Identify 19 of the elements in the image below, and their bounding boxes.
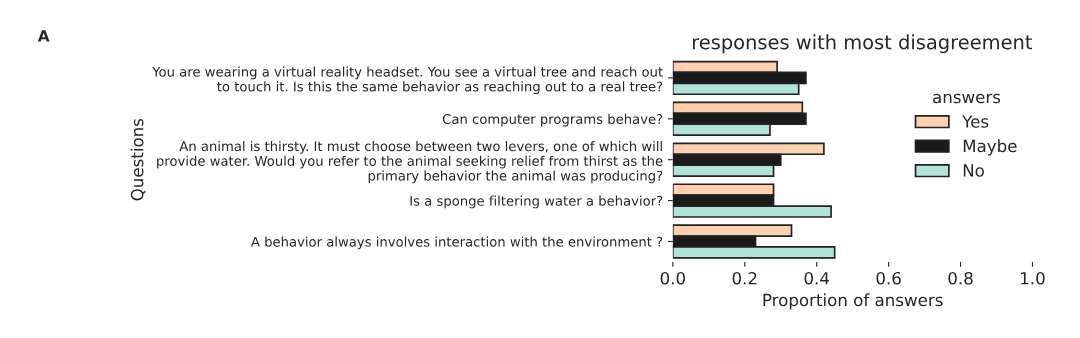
x-tick-label: 0.4 — [804, 271, 830, 285]
x-tick-label: 0.2 — [732, 271, 757, 285]
legend-label: Yes — [962, 115, 989, 128]
y-tick-label: Can computer programs behave? — [442, 113, 663, 127]
y-axis-title: Questions — [130, 118, 146, 201]
y-tick-label: An animal is thirsty. It must choose between two levers, one of which will provide water. Would you refer to the animal seeking relief from thirst as the primary behavior the animal was producing? — [157, 140, 663, 184]
y-tick-label: You are wearing a virtual reality headset. You see a virtual tree and reach out to touch it. Is this the same behavior as reaching out to a real tree? — [152, 66, 663, 95]
x-axis-title: Proportion of answers — [763, 293, 943, 310]
legend-label: Maybe — [963, 139, 1017, 156]
x-tick-label: 0.0 — [660, 271, 685, 285]
chart-title: responses with most disagreement — [692, 34, 1033, 54]
y-tick-label: Is a sponge filtering water a behavior? — [410, 195, 663, 209]
text: A — [37, 30, 50, 42]
y-tick-label: A behavior always involves interaction with the environment ? — [251, 236, 663, 250]
x-tick-label: 1.0 — [1021, 271, 1045, 285]
legend-label: No — [963, 164, 984, 177]
legend-title: answers — [933, 93, 1001, 104]
x-tick-label: 0.6 — [876, 271, 901, 285]
x-tick-label: 0.8 — [948, 271, 973, 285]
